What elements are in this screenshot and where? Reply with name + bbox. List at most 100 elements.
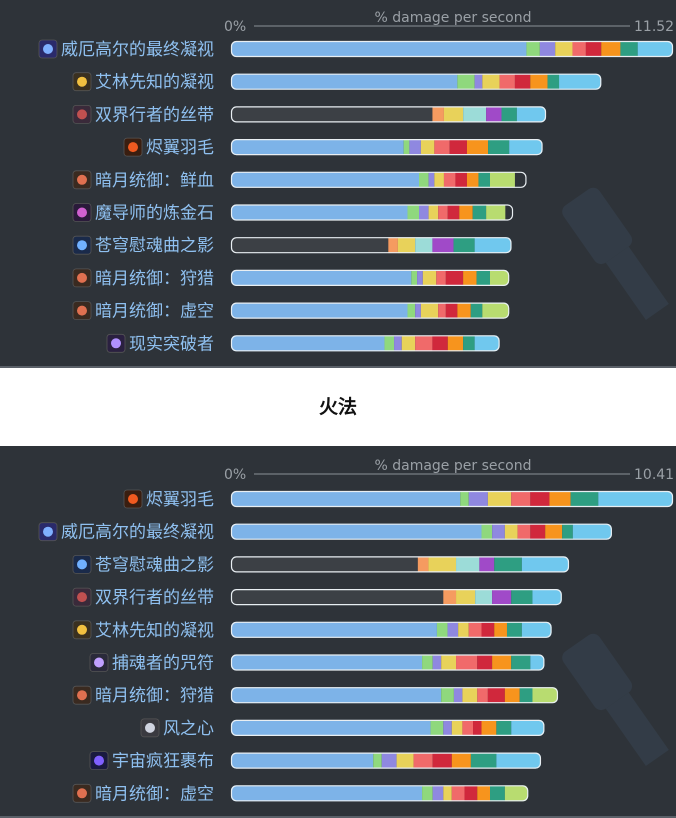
bar-segment bbox=[545, 523, 563, 540]
bar-segment bbox=[438, 204, 448, 221]
bar-segment bbox=[443, 719, 452, 736]
bar-row: 暗月统御：虚空 bbox=[72, 301, 510, 322]
bar-outline bbox=[230, 40, 674, 58]
bar-segment bbox=[231, 589, 444, 606]
bar-segment bbox=[231, 719, 431, 736]
bar-segment bbox=[449, 139, 467, 156]
bar-segment bbox=[231, 335, 385, 352]
bar-row: 暗月统御：鲜血 bbox=[72, 170, 527, 191]
bar-segment bbox=[468, 621, 482, 638]
bar-row: 双界行者的丝带 bbox=[72, 105, 547, 125]
bar-segment bbox=[555, 41, 573, 57]
bar-segment bbox=[532, 589, 562, 606]
bar-segment bbox=[570, 491, 599, 507]
divider bbox=[0, 366, 676, 368]
bar-segment bbox=[422, 785, 433, 802]
bar-segment bbox=[422, 654, 433, 671]
bar-segment bbox=[231, 171, 420, 188]
bar-segment bbox=[487, 687, 505, 704]
amulet-icon bbox=[89, 653, 109, 672]
bar-segment bbox=[482, 302, 510, 319]
bar-segment bbox=[231, 556, 418, 573]
bar-segment bbox=[601, 41, 621, 57]
hand-icon bbox=[72, 72, 92, 92]
wing-icon bbox=[72, 555, 92, 574]
bar-row: 烬翼羽毛 bbox=[123, 137, 543, 158]
bar-row: 双界行者的丝带 bbox=[72, 587, 562, 608]
bar-segment bbox=[490, 785, 505, 802]
hand-icon bbox=[72, 620, 92, 640]
chart-bottom: 0% 10.41 % damage per second 烬翼羽毛威厄高尔的最终凝视苍… bbox=[38, 458, 674, 804]
x-tick-label: 10.41 bbox=[634, 467, 674, 483]
bar-row: 烬翼羽毛 bbox=[123, 489, 674, 510]
bar-segment bbox=[384, 335, 395, 352]
bar-segment bbox=[494, 621, 507, 638]
bar-row: 捕魂者的咒符 bbox=[89, 653, 545, 674]
bar-segment bbox=[434, 139, 450, 156]
chart-panel-bottom: 0% 10.41 % damage per second 烬翼羽毛 威厄高尔的最终凝视苍… bbox=[0, 446, 676, 818]
category-label: 暗月统御：虚空 bbox=[95, 784, 214, 804]
bar-segment bbox=[463, 106, 487, 123]
category-label: 苍穹慰魂曲之影 bbox=[95, 236, 214, 256]
bar-segment bbox=[436, 269, 446, 286]
bar-segment bbox=[521, 621, 552, 638]
bar-segment bbox=[506, 621, 522, 638]
bar-segment bbox=[514, 73, 531, 90]
bar-segment bbox=[481, 719, 497, 736]
bar-segment bbox=[428, 204, 439, 221]
bar-segment bbox=[451, 752, 471, 769]
category-label: 烬翼羽毛 bbox=[146, 490, 214, 510]
bar-outline bbox=[230, 139, 543, 156]
bar-outline bbox=[230, 523, 612, 540]
bar-segment bbox=[501, 106, 517, 123]
bar-segment bbox=[428, 171, 435, 188]
bar-segment bbox=[407, 204, 420, 221]
bar-outline bbox=[230, 73, 602, 90]
bar-segment bbox=[504, 785, 529, 802]
category-label: 暗月统御：鲜血 bbox=[95, 171, 214, 191]
ribbon-icon bbox=[72, 587, 92, 607]
x-axis-title: % damage per second bbox=[374, 10, 531, 26]
category-label: 威厄高尔的最终凝视 bbox=[61, 523, 214, 543]
bar-segment bbox=[231, 204, 408, 221]
bar-segment bbox=[476, 269, 490, 286]
bar-segment bbox=[231, 523, 482, 540]
bar-segment bbox=[420, 302, 439, 319]
bar-segment bbox=[453, 237, 475, 254]
bar-segment bbox=[443, 171, 456, 188]
bar-row: 暗月统御：狩猎 bbox=[72, 268, 510, 289]
category-label: 烬翼羽毛 bbox=[146, 138, 214, 158]
bar-outline bbox=[230, 654, 545, 671]
bar-segment bbox=[434, 171, 444, 188]
bar-segment bbox=[419, 171, 429, 188]
bar-segment bbox=[417, 269, 423, 286]
bar-outline bbox=[230, 785, 529, 802]
bar-segment bbox=[468, 491, 488, 507]
bar-segment bbox=[477, 785, 491, 802]
bar-outline bbox=[230, 269, 510, 286]
category-label: 艾林先知的凝视 bbox=[95, 621, 214, 641]
bar-segment bbox=[231, 785, 423, 802]
bar-row: 现实突破者 bbox=[106, 333, 500, 354]
bar-segment bbox=[455, 171, 467, 188]
watermark-icon bbox=[562, 633, 669, 766]
bar-segment bbox=[504, 687, 520, 704]
bar-segment bbox=[457, 73, 475, 90]
bar-outline bbox=[230, 490, 674, 508]
category-label: 威厄高尔的最终凝视 bbox=[61, 40, 214, 60]
bar-segment bbox=[231, 621, 437, 638]
bar-segment bbox=[516, 106, 547, 123]
x-tick-label: 11.52 bbox=[634, 19, 674, 35]
x-tick-label: 0% bbox=[224, 19, 246, 35]
bar-segment bbox=[394, 335, 402, 352]
bar-segment bbox=[443, 589, 457, 606]
bar-segment bbox=[456, 589, 476, 606]
category-label: 捕魂者的咒符 bbox=[112, 654, 214, 674]
bar-segment bbox=[511, 654, 531, 671]
bar-segment bbox=[547, 73, 560, 90]
bar-segment bbox=[549, 491, 571, 507]
bar-segment bbox=[511, 589, 533, 606]
category-label: 魔导师的炼金石 bbox=[95, 204, 214, 224]
bar-segment bbox=[388, 237, 398, 254]
bar-segment bbox=[430, 719, 444, 736]
